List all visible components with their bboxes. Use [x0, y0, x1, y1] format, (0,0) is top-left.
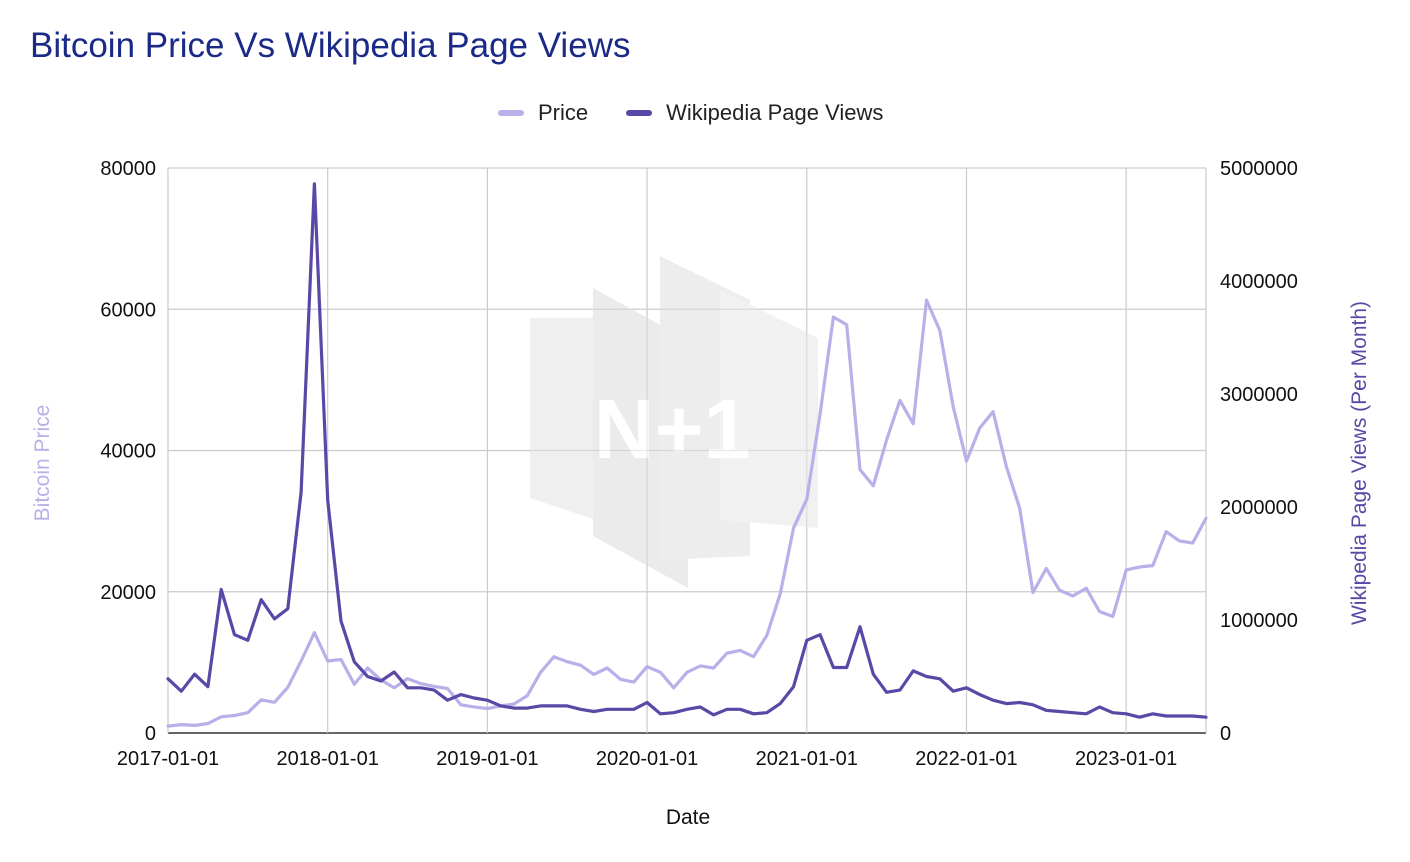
x-tick-label: 2023-01-01	[1075, 748, 1177, 770]
y-tick-label-right: 5000000	[1220, 158, 1298, 180]
y-tick-label-right: 4000000	[1220, 271, 1298, 293]
y-tick-label-right: 0	[1220, 723, 1231, 745]
chart-title: Bitcoin Price Vs Wikipedia Page Views	[30, 26, 631, 65]
y-tick-label-right: 2000000	[1220, 497, 1298, 519]
y-tick-label-left: 40000	[100, 441, 156, 463]
legend-item-page-views[interactable]: Wikipedia Page Views	[626, 100, 883, 126]
series-lines	[166, 182, 1208, 728]
legend-label-price: Price	[538, 100, 589, 125]
y-tick-label-right: 3000000	[1220, 384, 1298, 406]
series-line-page-views	[166, 182, 1208, 719]
tick-labels: 0 20000 40000 60000 80000 0 1000000 2000000 3000…	[100, 158, 1298, 770]
legend-swatch-price	[498, 110, 524, 116]
y-axis-title-left: Bitcoin Price	[31, 405, 54, 522]
gridlines	[167, 167, 1207, 734]
x-tick-label: 2017-01-01	[117, 748, 219, 770]
watermark-text: N+1	[594, 382, 750, 476]
legend-item-price[interactable]: Price	[498, 100, 588, 126]
x-axis-title: Date	[666, 806, 710, 829]
y-axis-title-right: Wikipedia Page Views (Per Month)	[1348, 301, 1371, 625]
legend-swatch-page-views	[626, 110, 653, 116]
x-tick-label: 2022-01-01	[915, 748, 1017, 770]
x-tick-label: 2018-01-01	[277, 748, 379, 770]
legend: Price Wikipedia Page Views	[498, 100, 921, 126]
y-tick-label-left: 0	[145, 723, 156, 745]
y-tick-label-left: 80000	[100, 158, 156, 180]
legend-label-page-views: Wikipedia Page Views	[666, 100, 884, 125]
watermark-shape-far-right	[720, 290, 818, 528]
watermark: N+1	[530, 256, 818, 588]
x-tick-label: 2020-01-01	[596, 748, 698, 770]
series-line-price	[166, 298, 1208, 728]
x-tick-label: 2019-01-01	[436, 748, 538, 770]
y-tick-label-right: 1000000	[1220, 610, 1298, 632]
x-tick-label: 2021-01-01	[756, 748, 858, 770]
y-tick-label-left: 60000	[100, 299, 156, 321]
y-tick-label-left: 20000	[100, 582, 156, 604]
